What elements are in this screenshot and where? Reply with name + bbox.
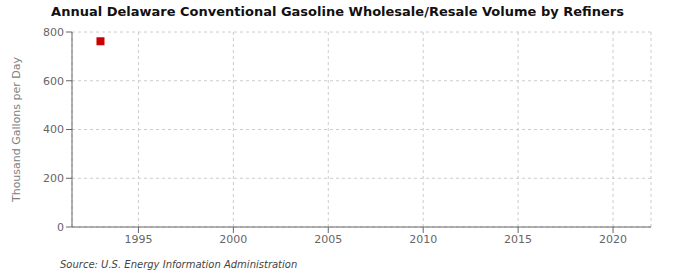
html-text:Annual Delaware Conventional G: Annual Delaware Conventional Gasoline Wh… (51, 4, 624, 19)
svg-text:Thousand Gallons per Day: Thousand Gallons per Day (10, 56, 23, 203)
svg-text:2015: 2015 (504, 233, 532, 246)
svg-text:200: 200 (43, 172, 64, 185)
svg-text:0: 0 (57, 221, 64, 234)
svg-text:600: 600 (43, 75, 64, 88)
svg-text:2005: 2005 (314, 233, 342, 246)
svg-text:400: 400 (43, 123, 64, 136)
svg-text:2010: 2010 (409, 233, 437, 246)
svg-text:1995: 1995 (124, 233, 152, 246)
svg-text:800: 800 (43, 26, 64, 39)
svg-text:2000: 2000 (219, 233, 247, 246)
html-text:Source: U.S. Energy Informatio: Source: U.S. Energy Information Administ… (60, 259, 298, 270)
svg-text:2020: 2020 (599, 233, 627, 246)
